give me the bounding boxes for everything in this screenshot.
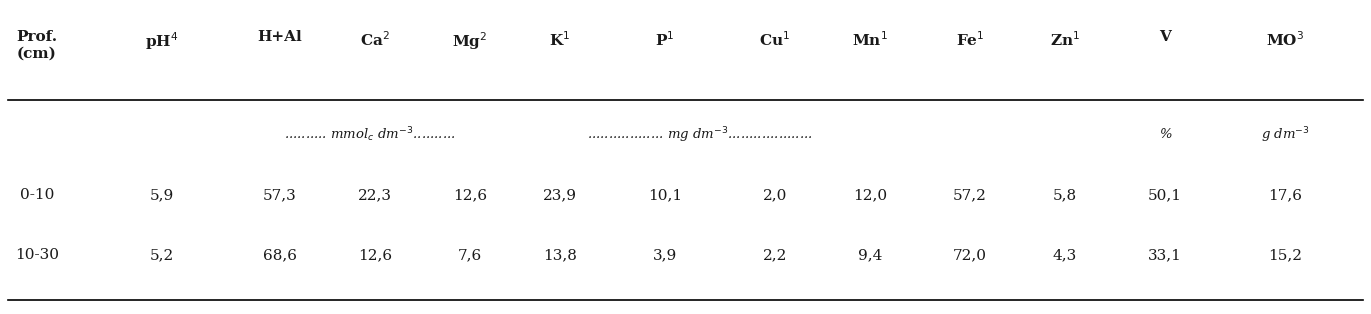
Text: 7,6: 7,6	[458, 248, 483, 262]
Text: 5,9: 5,9	[149, 188, 174, 202]
Text: 5,2: 5,2	[149, 248, 174, 262]
Text: 12,0: 12,0	[853, 188, 887, 202]
Text: 3,9: 3,9	[653, 248, 677, 262]
Text: 33,1: 33,1	[1148, 248, 1182, 262]
Text: Zn$^1$: Zn$^1$	[1050, 30, 1080, 49]
Text: Prof.
(cm): Prof. (cm)	[16, 30, 58, 60]
Text: 72,0: 72,0	[953, 248, 987, 262]
Text: pH$^4$: pH$^4$	[145, 30, 178, 52]
Text: Cu$^1$: Cu$^1$	[760, 30, 791, 49]
Text: 57,2: 57,2	[953, 188, 987, 202]
Text: 68,6: 68,6	[263, 248, 298, 262]
Text: 2,0: 2,0	[762, 188, 787, 202]
Text: 12,6: 12,6	[452, 188, 487, 202]
Text: .................. mg dm$^{-3}$....................: .................. mg dm$^{-3}$.........…	[587, 125, 813, 145]
Text: 22,3: 22,3	[358, 188, 392, 202]
Text: 4,3: 4,3	[1053, 248, 1078, 262]
Text: Ca$^2$: Ca$^2$	[361, 30, 389, 49]
Text: MO$^3$: MO$^3$	[1265, 30, 1304, 49]
Text: 13,8: 13,8	[543, 248, 577, 262]
Text: P$^1$: P$^1$	[655, 30, 675, 49]
Text: %: %	[1158, 128, 1171, 142]
Text: Mg$^2$: Mg$^2$	[452, 30, 488, 52]
Text: .......... mmol$_c$ dm$^{-3}$..........: .......... mmol$_c$ dm$^{-3}$..........	[284, 126, 455, 144]
Text: 15,2: 15,2	[1268, 248, 1302, 262]
Text: Mn$^1$: Mn$^1$	[853, 30, 888, 49]
Text: 10,1: 10,1	[648, 188, 681, 202]
Text: 5,8: 5,8	[1053, 188, 1078, 202]
Text: 23,9: 23,9	[543, 188, 577, 202]
Text: 10-30: 10-30	[15, 248, 59, 262]
Text: K$^1$: K$^1$	[550, 30, 570, 49]
Text: Fe$^1$: Fe$^1$	[956, 30, 984, 49]
Text: 17,6: 17,6	[1268, 188, 1302, 202]
Text: 50,1: 50,1	[1148, 188, 1182, 202]
Text: 57,3: 57,3	[263, 188, 298, 202]
Text: H+Al: H+Al	[258, 30, 303, 44]
Text: 12,6: 12,6	[358, 248, 392, 262]
Text: 9,4: 9,4	[858, 248, 882, 262]
Text: g dm$^{-3}$: g dm$^{-3}$	[1260, 125, 1309, 145]
Text: 0-10: 0-10	[19, 188, 55, 202]
Text: V: V	[1158, 30, 1171, 44]
Text: 2,2: 2,2	[762, 248, 787, 262]
